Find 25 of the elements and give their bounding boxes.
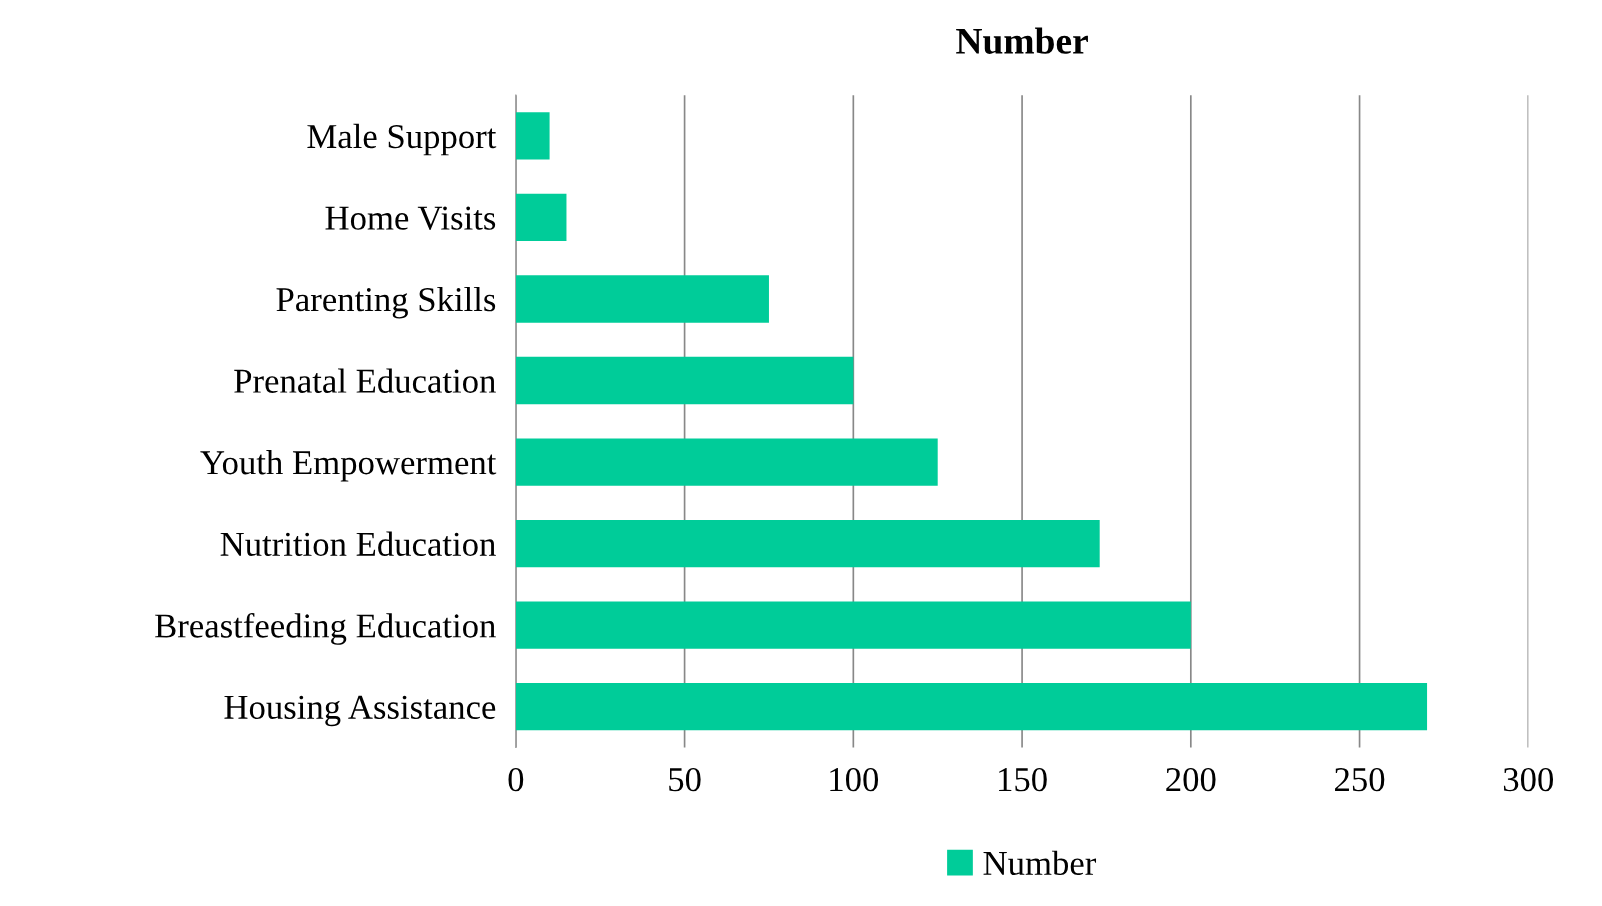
- bar: [515, 601, 1191, 649]
- y-tick-label: Parenting Skills: [276, 286, 496, 319]
- y-tick-label: Breastfeeding Education: [155, 612, 496, 645]
- x-tick-label: 0: [508, 767, 524, 792]
- bar: [515, 519, 1100, 568]
- bar: [515, 438, 938, 486]
- bar: [515, 683, 1428, 731]
- x-tick-label: 150: [999, 767, 1047, 792]
- y-tick-label: Prenatal Education: [234, 368, 496, 393]
- chart-title: Number: [956, 27, 1088, 54]
- y-tick-label: Male Support: [307, 123, 497, 156]
- x-tick-label: 300: [1503, 767, 1554, 792]
- bar: [515, 193, 567, 242]
- y-tick-label: Youth Empowerment: [200, 450, 497, 482]
- x-tick-label: 100: [830, 767, 879, 792]
- bar: [515, 356, 854, 405]
- y-tick-label: Home Visits: [325, 206, 496, 231]
- x-tick-label: 250: [1335, 767, 1385, 792]
- bar: [515, 112, 550, 160]
- x-tick-label: 50: [669, 767, 701, 792]
- bar: [515, 275, 769, 323]
- y-tick-label: Housing Assistance: [224, 695, 496, 727]
- y-tick-label: Nutrition Education: [220, 531, 496, 556]
- x-tick-label: 200: [1166, 767, 1216, 792]
- legend-label: Number: [983, 850, 1097, 876]
